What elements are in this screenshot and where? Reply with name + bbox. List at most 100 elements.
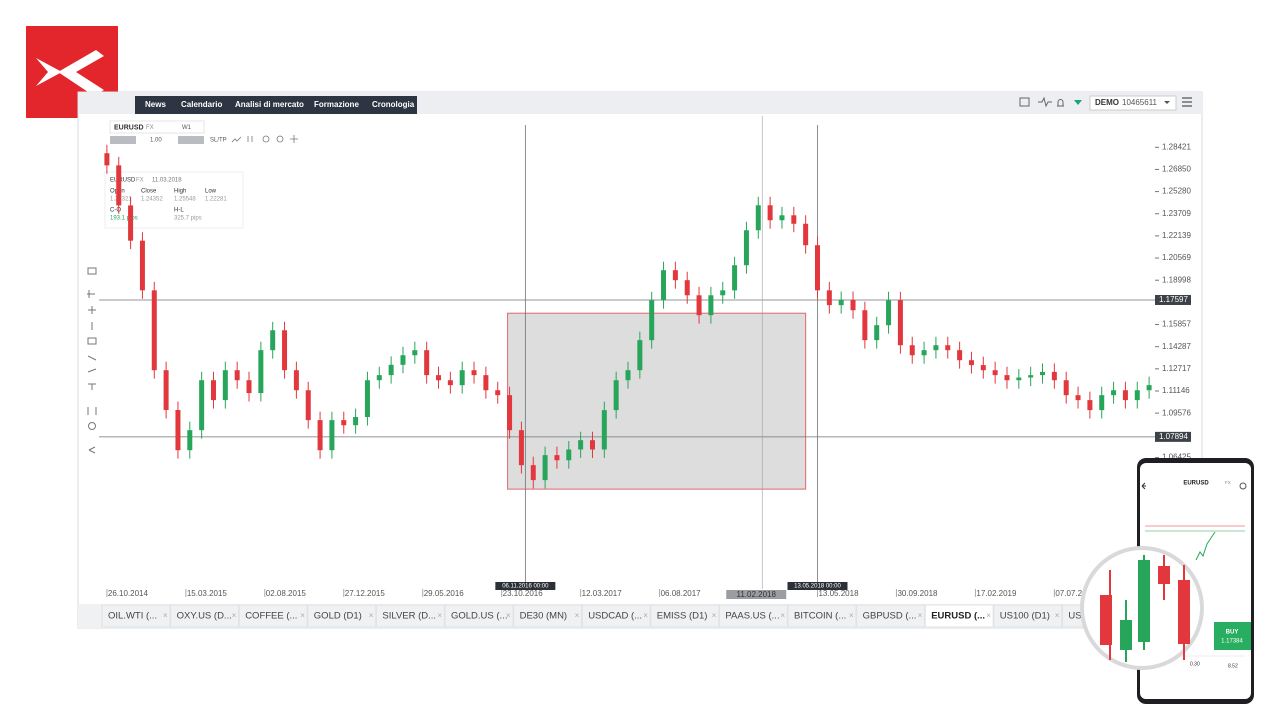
- date-label: 13.05.2018 00:00: [794, 584, 841, 590]
- tab-close[interactable]: ×: [437, 611, 442, 620]
- candle-body: [589, 440, 595, 450]
- y-tick-label: 1.25280: [1162, 187, 1191, 196]
- sell-box[interactable]: [110, 136, 136, 144]
- nav-item[interactable]: Calendario: [181, 100, 222, 109]
- x-tick-label: 02.08.2015: [266, 589, 307, 598]
- phone-market: FX: [1225, 480, 1231, 485]
- candle-body: [139, 240, 145, 291]
- tab[interactable]: [993, 604, 1063, 628]
- candle-body: [353, 417, 359, 426]
- candle-body: [234, 370, 240, 381]
- candle-body: [364, 380, 370, 418]
- info-box: [104, 171, 244, 229]
- tab[interactable]: [581, 604, 651, 628]
- candle-body: [1063, 380, 1069, 396]
- tab[interactable]: [513, 604, 583, 628]
- tab-label: GOLD (D1): [314, 611, 362, 622]
- candle-body: [341, 420, 347, 426]
- tab-close[interactable]: ×: [780, 611, 785, 620]
- symbol-box[interactable]: [109, 120, 205, 134]
- candle-body: [661, 270, 667, 301]
- candle-body: [1040, 371, 1046, 376]
- tab-label: US: [1068, 611, 1081, 622]
- price-label: 1.07894: [1159, 432, 1188, 441]
- tab-label: EURUSD (...: [931, 611, 985, 622]
- nav-item[interactable]: Formazione: [314, 100, 359, 109]
- dropdown-icon[interactable]: [1164, 101, 1170, 104]
- tab-close[interactable]: ×: [986, 611, 991, 620]
- info-value: 1.24352: [141, 197, 163, 203]
- buy-box[interactable]: [178, 136, 204, 144]
- tab[interactable]: [856, 604, 926, 628]
- x-tick-label: 26.10.2014: [108, 589, 149, 598]
- candle-body: [116, 165, 122, 206]
- candle-body: [388, 364, 394, 376]
- tab-close[interactable]: ×: [506, 611, 511, 620]
- tab-close[interactable]: ×: [712, 611, 717, 620]
- date-label-box: [787, 582, 848, 590]
- tab[interactable]: [650, 604, 720, 628]
- nav-item[interactable]: Cronologia: [372, 100, 415, 109]
- account: DEMO: [1095, 98, 1119, 107]
- candle-body: [1087, 400, 1093, 411]
- y-tick-label: 1.14287: [1162, 342, 1191, 351]
- candle-body: [1122, 390, 1128, 401]
- info-market: FX: [136, 178, 144, 184]
- tab-close[interactable]: ×: [918, 611, 923, 620]
- tab-close[interactable]: ×: [163, 611, 168, 620]
- candle-body: [258, 350, 264, 394]
- candle-body: [447, 380, 453, 386]
- toolbar-sltp[interactable]: SL/TP: [210, 138, 227, 144]
- tab[interactable]: [238, 604, 308, 628]
- candle-body: [1134, 390, 1140, 401]
- candle-body: [933, 345, 939, 351]
- x-tick-label: 06.08.2017: [661, 589, 702, 598]
- tab[interactable]: [101, 604, 171, 628]
- tab[interactable]: [307, 604, 377, 628]
- tab-close[interactable]: ×: [575, 611, 580, 620]
- candle-body: [921, 350, 927, 356]
- account-box[interactable]: [1089, 95, 1177, 111]
- tab[interactable]: [924, 604, 994, 628]
- candle-body: [412, 350, 418, 356]
- phone-spread: 0.30: [1190, 661, 1200, 667]
- candle-body: [838, 299, 844, 306]
- candle-body: [151, 290, 157, 371]
- y-tick-label: 1.23709: [1162, 209, 1191, 218]
- candle-body: [554, 455, 560, 461]
- nav-item[interactable]: News: [145, 100, 166, 109]
- tab[interactable]: [170, 604, 240, 628]
- toolbar-interval[interactable]: W1: [182, 125, 192, 131]
- tab[interactable]: [375, 604, 445, 628]
- tab-close[interactable]: ×: [643, 611, 648, 620]
- tab-label: GBPUSD (...: [863, 611, 917, 622]
- toolbar-volume[interactable]: 1.00: [150, 138, 162, 144]
- menu-icon[interactable]: [1182, 97, 1192, 107]
- tab-close[interactable]: ×: [232, 611, 237, 620]
- phone-margin: 8.52: [1228, 663, 1238, 669]
- tab-close[interactable]: ×: [1055, 611, 1060, 620]
- tab-close[interactable]: ×: [369, 611, 374, 620]
- phone-buy[interactable]: BUY: [1226, 630, 1239, 636]
- candle-body: [578, 440, 584, 450]
- tab[interactable]: [444, 604, 514, 628]
- tab[interactable]: [787, 604, 857, 628]
- info-date: 11.03.2018: [152, 178, 182, 184]
- tab-label: BITCOIN (...: [794, 611, 846, 622]
- candle-body: [270, 330, 276, 351]
- tab[interactable]: [718, 604, 788, 628]
- info-value: 325.7 pips: [174, 216, 202, 222]
- tab-close[interactable]: ×: [300, 611, 305, 620]
- candle-body: [897, 300, 903, 346]
- tab-close[interactable]: ×: [849, 611, 854, 620]
- drawn-rectangle[interactable]: [507, 312, 807, 490]
- candle-body: [968, 360, 974, 366]
- candle-body: [495, 390, 501, 396]
- candle-body: [886, 300, 892, 326]
- tab-label: EMISS (D1): [657, 611, 708, 622]
- candle-body: [128, 205, 134, 241]
- nav-item[interactable]: Analisi di mercato: [235, 100, 304, 109]
- info-label: High: [174, 189, 186, 195]
- candle-body: [424, 350, 430, 376]
- info-label: H-L: [174, 208, 184, 214]
